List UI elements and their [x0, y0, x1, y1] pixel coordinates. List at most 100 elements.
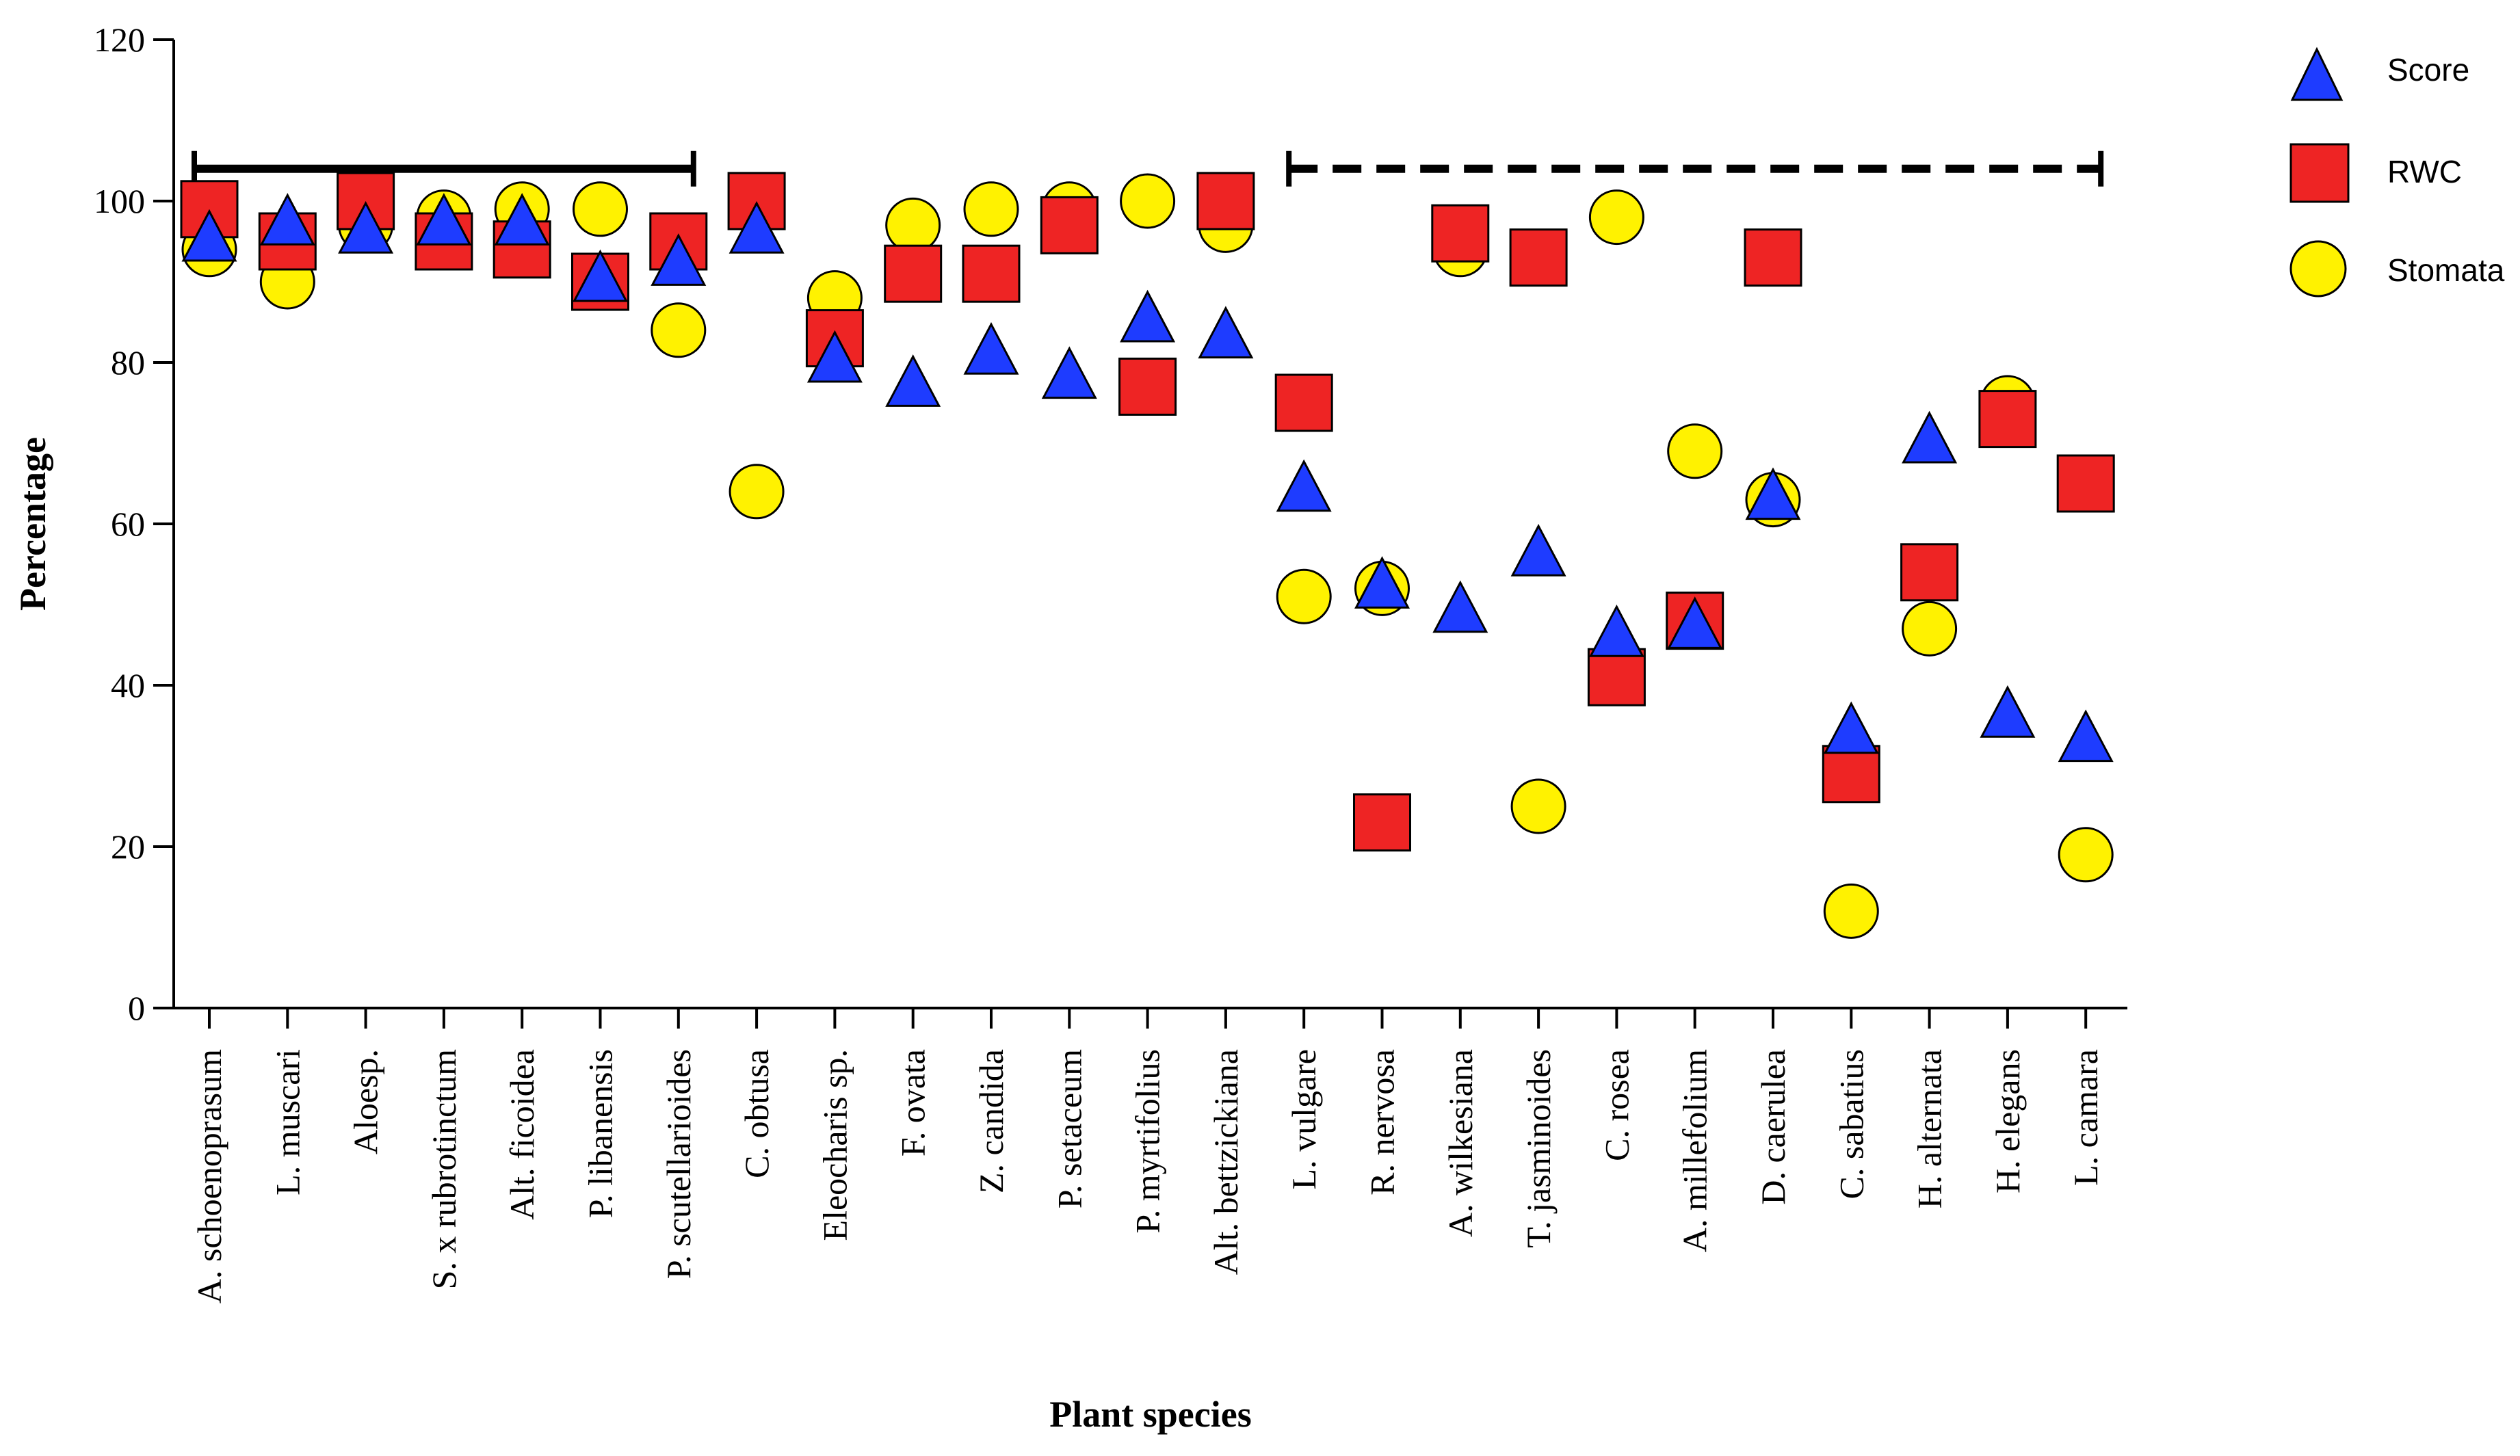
x-tick-label: Eleocharis sp.: [815, 1049, 854, 1241]
stomata-point: [1120, 173, 1176, 229]
rwc-point: [962, 244, 1021, 303]
rwc-point: [1900, 543, 1959, 602]
x-tick-label: L. muscari: [268, 1049, 306, 1195]
legend-stomata-circle-icon: [2289, 240, 2347, 297]
stomata-point: [573, 181, 628, 237]
legend-label-stomata: Stomata: [2387, 252, 2505, 288]
x-tick-label: R. nervosa: [1363, 1049, 1402, 1195]
rwc-point: [1431, 204, 1490, 263]
x-tick-label: S. x rubrotinctum: [425, 1049, 463, 1289]
rwc-point: [1040, 196, 1099, 254]
legend-item-stomata: Stomata: [2289, 240, 2505, 297]
stomata-point: [729, 464, 785, 520]
x-axis-label: Plant species: [1049, 1394, 1251, 1435]
legend-label-score: Score: [2387, 52, 2469, 88]
score-point: [1354, 556, 1410, 609]
stomata-point: [963, 181, 1019, 237]
rwc-point: [1274, 373, 1333, 432]
stomata-point: [651, 302, 707, 358]
score-point: [729, 200, 785, 254]
x-tick-label: A. millefolium: [1676, 1049, 1714, 1252]
plot-area: 0 20 40 60 80 100 120 A. schoenoprasum L. musca…: [94, 21, 2127, 1303]
stomata-point: [1588, 189, 1644, 246]
score-point: [2058, 709, 2114, 763]
stomata-point: [1276, 568, 1332, 624]
score-point: [338, 200, 394, 254]
y-axis-label: Percentage: [12, 437, 53, 611]
score-point: [1041, 346, 1097, 399]
score-point: [1745, 467, 1801, 520]
legend-rwc-square-icon: [2289, 143, 2350, 203]
score-point: [1667, 596, 1723, 649]
stomata-point: [1510, 778, 1566, 834]
x-tick-label: P. myrtifolius: [1129, 1049, 1167, 1233]
x-tick-label: Z. candida: [972, 1049, 1010, 1193]
rwc-point: [1978, 390, 2037, 449]
score-point: [1198, 306, 1254, 359]
stomata-point: [1667, 423, 1723, 479]
score-point: [806, 330, 863, 383]
rwc-point: [884, 244, 943, 303]
rwc-point: [1744, 228, 1802, 287]
score-point: [885, 354, 941, 407]
rwc-point: [1118, 357, 1177, 416]
score-point: [494, 193, 550, 246]
rwc-point: [1196, 172, 1255, 230]
y-tick-label: 0: [128, 989, 145, 1027]
rwc-point: [1587, 648, 1646, 706]
legend-item-score: Score: [2290, 47, 2469, 101]
x-tick-label: T. jasminoides: [1519, 1049, 1558, 1248]
rwc-point: [1822, 745, 1880, 804]
score-point: [1980, 685, 2036, 738]
x-tick-label: A. wilkesiana: [1441, 1049, 1480, 1237]
x-tick-label: P. scutellarioides: [659, 1049, 698, 1279]
x-tick-label: L. camara: [2066, 1049, 2105, 1186]
x-tick-label: H. alternata: [1911, 1049, 1949, 1208]
score-point: [1432, 580, 1488, 633]
x-tick-label: D. caerulea: [1754, 1049, 1792, 1205]
score-point: [416, 193, 472, 246]
score-point: [259, 193, 315, 246]
x-tick-label: A. schoenoprasum: [190, 1049, 228, 1303]
legend-score-triangle-icon: [2290, 47, 2344, 101]
x-ticks: A. schoenoprasum L. muscari Aloesp. S. x ru…: [190, 1008, 2105, 1303]
x-tick-label: H. elegans: [1989, 1049, 2027, 1193]
x-tick-label: C. rosea: [1597, 1049, 1636, 1161]
rwc-point: [2056, 454, 2115, 513]
score-point: [1823, 701, 1879, 754]
y-tick-label: 20: [111, 828, 145, 866]
x-tick-label: P. libanensis: [581, 1049, 620, 1218]
data-markers: [180, 172, 2115, 939]
x-tick-label: Alt. ficoidea: [503, 1049, 541, 1220]
x-tick-label: P. setaceum: [1050, 1049, 1088, 1208]
score-point: [1120, 289, 1176, 343]
y-tick-label: 120: [94, 21, 145, 59]
score-point: [1902, 410, 1958, 464]
score-point: [573, 249, 628, 302]
rwc-point: [1509, 228, 1568, 287]
y-tick-label: 40: [111, 666, 145, 704]
x-tick-label: Alt. bettzickiana: [1207, 1049, 1245, 1275]
x-tick-label: Aloesp.: [347, 1049, 385, 1154]
x-tick-label: C. obtusa: [737, 1049, 776, 1178]
stomata-point: [2058, 827, 2114, 883]
score-point: [963, 321, 1019, 375]
x-tick-label: C. sabatius: [1832, 1049, 1870, 1199]
x-tick-label: F. ovata: [894, 1049, 932, 1156]
score-point: [181, 209, 237, 262]
score-point: [1588, 604, 1644, 657]
rwc-point: [1353, 793, 1411, 852]
score-point: [1276, 459, 1332, 512]
stomata-point: [1902, 600, 1958, 657]
score-point: [1510, 523, 1566, 577]
score-point: [651, 233, 707, 286]
x-tick-label: L. vulgare: [1285, 1049, 1323, 1189]
y-tick-label: 80: [111, 343, 145, 382]
legend-label-rwc: RWC: [2387, 154, 2462, 189]
y-tick-label: 60: [111, 505, 145, 543]
y-ticks: 0 20 40 60 80 100 120: [94, 21, 174, 1027]
group-brackets: [192, 150, 2104, 187]
stomata-point: [885, 197, 941, 253]
legend: Score RWC Stomata: [2289, 47, 2505, 297]
